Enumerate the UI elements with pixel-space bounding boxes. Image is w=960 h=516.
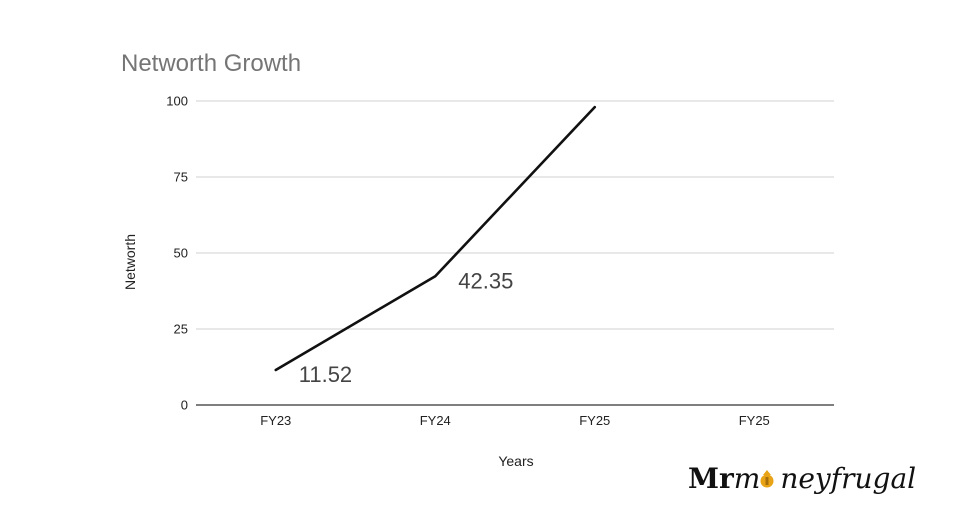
x-tick-label: FY23 bbox=[260, 413, 291, 428]
x-tick-label: FY24 bbox=[420, 413, 451, 428]
x-axis-ticks: FY23 FY24 FY25 FY25 bbox=[260, 413, 770, 428]
logo-prefix: Mr bbox=[688, 462, 735, 495]
y-tick-label: 25 bbox=[174, 322, 188, 337]
x-axis-label: Years bbox=[498, 453, 533, 469]
data-label: 11.52 bbox=[299, 362, 352, 387]
y-axis-label: Networth bbox=[122, 234, 138, 290]
chart-title: Networth Growth bbox=[121, 50, 301, 77]
y-tick-label: 75 bbox=[174, 170, 188, 185]
data-labels: 11.52 42.35 bbox=[299, 268, 514, 387]
money-bag-icon bbox=[760, 470, 774, 488]
y-tick-label: 0 bbox=[181, 398, 188, 413]
brand-logo-text: Mrm neyfrugal bbox=[688, 462, 916, 495]
logo-m: m bbox=[734, 462, 761, 495]
gridlines bbox=[196, 100, 834, 406]
data-label: 42.35 bbox=[458, 268, 513, 293]
y-tick-label: 100 bbox=[166, 94, 188, 109]
logo-rest: neyfrugal bbox=[780, 462, 916, 495]
y-axis-ticks: 0 25 50 75 100 bbox=[166, 94, 188, 413]
series-layer bbox=[274, 105, 597, 372]
y-tick-label: 50 bbox=[174, 246, 188, 261]
x-tick-label: FY25 bbox=[739, 413, 770, 428]
series-line bbox=[274, 105, 597, 372]
x-tick-label: FY25 bbox=[579, 413, 610, 428]
brand-logo: Mrm neyfrugal bbox=[688, 462, 916, 495]
